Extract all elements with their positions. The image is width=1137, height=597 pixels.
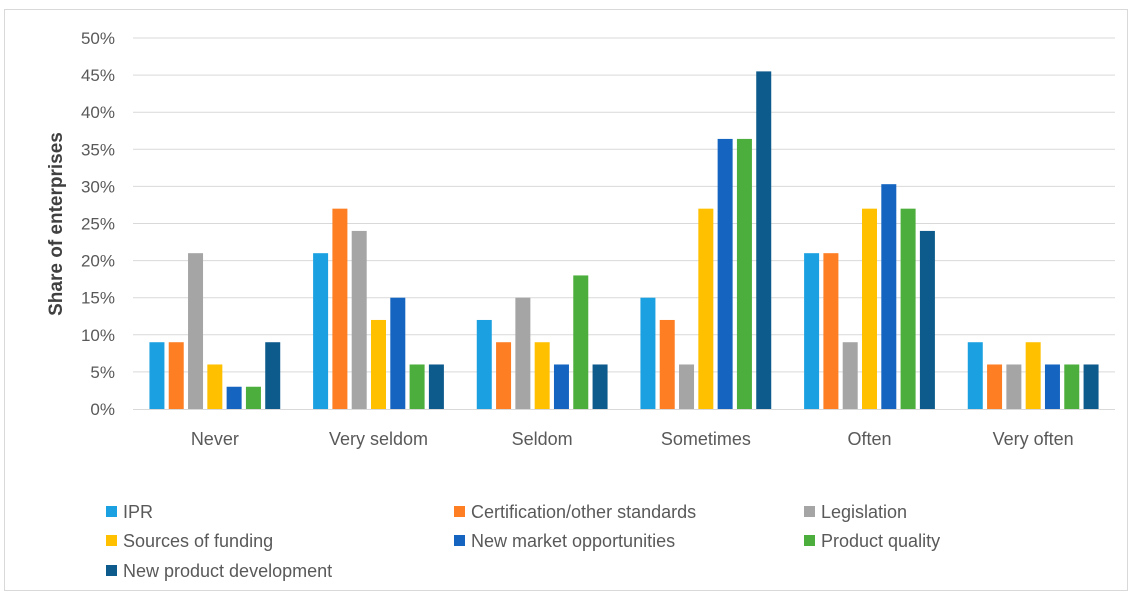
- bar: [756, 71, 772, 409]
- legend: IPR Certification/other standards Legislat…: [106, 502, 940, 581]
- legend-swatch: [106, 565, 117, 576]
- gridlines: [133, 37, 1115, 373]
- x-category-label: Very seldom: [329, 429, 428, 449]
- bar: [881, 184, 897, 409]
- legend-label: Product quality: [821, 531, 940, 551]
- legend-label: New product development: [123, 561, 332, 581]
- bar: [332, 208, 348, 409]
- bar: [245, 386, 261, 409]
- bar: [679, 364, 695, 409]
- y-tick-label: 30%: [81, 177, 115, 196]
- y-tick-label: 10%: [81, 326, 115, 345]
- bar: [900, 208, 916, 409]
- bar: [149, 342, 165, 409]
- bar: [515, 297, 531, 409]
- legend-swatch: [454, 535, 465, 546]
- bar: [717, 138, 733, 410]
- x-category-label: Very often: [993, 429, 1074, 449]
- x-axis-categories: Never Very seldom Seldom Sometimes Often Very…: [191, 429, 1074, 449]
- y-tick-label: 20%: [81, 252, 115, 271]
- y-tick-label: 40%: [81, 103, 115, 122]
- legend-label: Legislation: [821, 502, 907, 522]
- y-tick-label: 0%: [90, 400, 115, 419]
- legend-swatch: [454, 506, 465, 517]
- bar: [1064, 364, 1080, 409]
- bar: [390, 297, 406, 409]
- legend-swatch: [804, 506, 815, 517]
- bar: [592, 364, 608, 409]
- bar: [736, 138, 752, 410]
- legend-label: New market opportunities: [471, 531, 675, 551]
- bar: [698, 208, 714, 409]
- y-tick-label: 50%: [81, 29, 115, 48]
- y-tick-label: 45%: [81, 66, 115, 85]
- bar: [496, 342, 512, 409]
- bar: [476, 319, 492, 409]
- bar: [1044, 364, 1060, 409]
- bars: [149, 71, 1099, 410]
- bar: [842, 342, 858, 409]
- bar: [987, 364, 1003, 409]
- bar: [919, 230, 935, 409]
- y-tick-label: 5%: [90, 363, 115, 382]
- bar: [967, 342, 983, 409]
- y-tick-label: 25%: [81, 215, 115, 234]
- bar: [168, 342, 184, 409]
- bar: [428, 364, 444, 409]
- bar: [313, 253, 329, 409]
- bar: [1083, 364, 1099, 409]
- bar: [265, 342, 281, 409]
- y-axis-title: Share of enterprises: [46, 132, 67, 316]
- bar: [226, 386, 242, 409]
- legend-swatch: [106, 506, 117, 517]
- x-category-label: Often: [847, 429, 891, 449]
- y-tick-label: 35%: [81, 140, 115, 159]
- y-tick-label: 15%: [81, 289, 115, 308]
- legend-label: Sources of funding: [123, 531, 273, 551]
- bar: [409, 364, 425, 409]
- bar: [1006, 364, 1022, 409]
- x-category-label: Sometimes: [661, 429, 751, 449]
- y-axis-ticks: 0% 5% 10% 15% 20% 25% 30% 35% 40% 45% 50%: [81, 29, 115, 419]
- legend-label: Certification/other standards: [471, 502, 696, 522]
- bar: [351, 230, 367, 409]
- bar: [371, 319, 386, 409]
- bar: [553, 364, 569, 409]
- legend-label: IPR: [123, 502, 153, 522]
- bar: [640, 297, 656, 409]
- bar: [534, 342, 550, 409]
- bar: [804, 253, 820, 409]
- bar: [823, 253, 839, 409]
- x-category-label: Never: [191, 429, 239, 449]
- bar: [188, 253, 204, 409]
- bar: [862, 208, 877, 409]
- bar: [1025, 342, 1041, 409]
- legend-swatch: [804, 535, 815, 546]
- legend-swatch: [106, 535, 117, 546]
- bar: [573, 275, 589, 409]
- bar: [659, 319, 675, 409]
- x-category-label: Seldom: [512, 429, 573, 449]
- bar: [207, 364, 223, 409]
